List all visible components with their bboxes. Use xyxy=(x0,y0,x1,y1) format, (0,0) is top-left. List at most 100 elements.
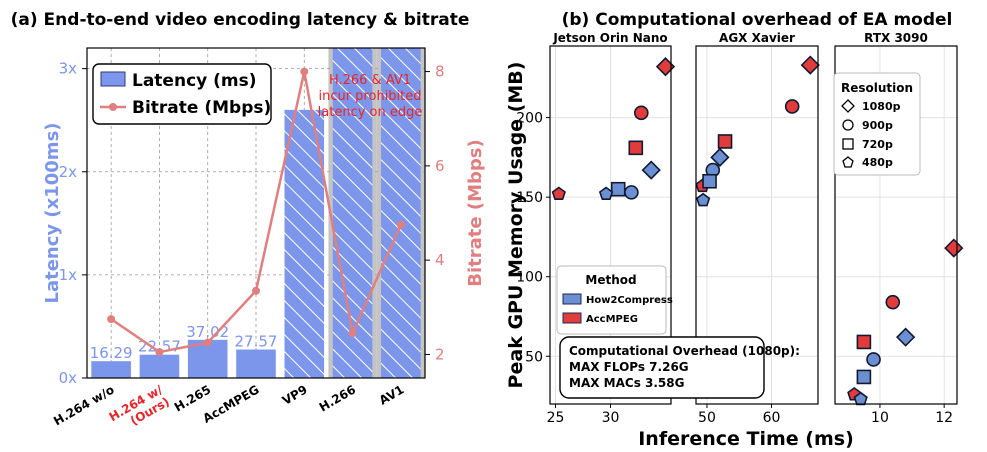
x-tick-label: 12 xyxy=(935,410,953,426)
x-tick-label: 10 xyxy=(871,410,889,426)
latency-bar-hatch xyxy=(332,48,373,378)
panel-a-frame xyxy=(86,47,426,379)
category-label-text: H.264 w/(Ours) xyxy=(107,382,173,436)
x-tick-label: 30 xyxy=(602,410,620,426)
legend-bitrate-marker xyxy=(109,103,117,111)
latency-bar-hatch xyxy=(381,48,421,378)
annotation-line-3: latency on edge xyxy=(318,105,423,120)
bitrate-tick-label: 2 xyxy=(435,345,445,363)
legend-bitrate-label: Bitrate (Mbps) xyxy=(132,98,271,118)
overhead-title: Computational Overhead (1080p): xyxy=(569,344,800,358)
subplot-title: RTX 3090 xyxy=(864,31,928,45)
legend-1080p-label: 1080p xyxy=(862,100,901,113)
panel-b-title: (b) Computational overhead of EA model xyxy=(562,10,953,30)
category-label: H.264 w/o xyxy=(51,382,116,428)
resolution-legend: Resolution 1080p 900p 720p 480p xyxy=(833,72,921,176)
latency-bar-label: 37.02 xyxy=(186,323,229,341)
bitrate-point xyxy=(155,348,164,357)
memory-axis-label: Peak GPU Memory Usage (MB) xyxy=(505,62,527,389)
scatter-point-720p xyxy=(610,181,626,197)
scatter-point-480p xyxy=(695,192,711,207)
scatter-point-900p xyxy=(784,99,800,114)
scatter-point-480p xyxy=(551,186,566,200)
how2compress-label: How2Compress xyxy=(586,295,673,306)
category-label-text: AV1 xyxy=(377,382,407,407)
scatter-point-1080p xyxy=(710,147,730,168)
bitrate-point xyxy=(348,329,357,338)
memory-axis-ticks: 50 100 150 200 xyxy=(516,111,550,365)
memory-tick-label: 150 xyxy=(516,190,543,206)
legend-480p-label: 480p xyxy=(862,156,893,169)
category-label: VP9 xyxy=(280,382,310,407)
category-label-line: H.266 xyxy=(317,382,358,414)
latency-tick-label: 3x xyxy=(59,60,78,78)
subplot: AGX Xavier 50 60 xyxy=(695,31,820,426)
category-label-line: AV1 xyxy=(377,382,407,407)
memory-tick-label: 50 xyxy=(525,349,543,365)
scatter-point-1080p xyxy=(944,238,964,258)
legend-900p-label: 900p xyxy=(862,119,893,132)
legend-900p-marker xyxy=(842,119,854,131)
scatter-point-900p xyxy=(633,105,649,121)
method-legend: Method How2Compress AccMPEG xyxy=(556,265,673,335)
latency-bar xyxy=(139,354,180,378)
scatter-point-720p xyxy=(856,334,872,350)
overhead-macs: MAX MACs 3.58G xyxy=(569,376,684,390)
memory-tick-label: 100 xyxy=(516,270,543,286)
legend-1080p-marker xyxy=(841,99,855,113)
category-label-line: VP9 xyxy=(280,382,310,407)
scatter-point-720p xyxy=(628,140,644,156)
subplot-frame xyxy=(695,45,819,405)
latency-bar-label: 27.57 xyxy=(235,333,278,351)
how2compress-swatch xyxy=(562,293,582,305)
latency-bar-hatch xyxy=(284,109,325,378)
legend-480p-marker xyxy=(842,156,854,168)
memory-tick-label: 200 xyxy=(516,111,543,127)
latency-bar-label: 16.29 xyxy=(90,344,133,362)
scatter-point-720p xyxy=(856,369,872,385)
x-tick-label: 25 xyxy=(547,410,565,426)
panel-a: (a) End-to-end video encoding latency & … xyxy=(11,10,486,436)
legend-latency-label: Latency (ms) xyxy=(132,71,257,91)
category-label: H.266 xyxy=(317,382,358,414)
subplot: Jetson Orin Nano 25 30 xyxy=(547,31,676,426)
scatter-point-900p xyxy=(624,185,639,200)
scatter-point-720p xyxy=(717,134,733,149)
latency-bars xyxy=(91,48,421,378)
latency-tick-label: 0x xyxy=(59,369,78,387)
scatter-point-720p xyxy=(702,173,717,189)
bitrate-line xyxy=(107,67,405,357)
annotation-line-2: incur prohibited xyxy=(318,89,421,104)
category-label-text: H.266 xyxy=(317,382,358,414)
bitrate-tick-label: 8 xyxy=(435,63,445,81)
scatter-point-1080p xyxy=(896,327,916,347)
category-label-text: VP9 xyxy=(280,382,310,407)
bitrate-point xyxy=(252,286,260,295)
bitrate-tick-label: 6 xyxy=(435,157,445,175)
category-label: AV1 xyxy=(377,382,407,407)
latency-bar xyxy=(91,361,131,378)
subplot-title: Jetson Orin Nano xyxy=(552,31,667,45)
latency-bar xyxy=(236,349,276,378)
legend-720p-label: 720p xyxy=(862,138,893,151)
accmpeg-label: AccMPEG xyxy=(586,314,638,325)
latency-axis-ticks: 0x 1x 2x 3x xyxy=(59,60,87,387)
scatter-point-900p xyxy=(885,294,901,310)
subplot-frame xyxy=(834,45,958,405)
overhead-flops: MAX FLOPs 7.26G xyxy=(569,360,689,374)
bitrate-point xyxy=(203,338,212,347)
bitrate-point xyxy=(396,220,405,229)
bitrate-point xyxy=(107,315,116,324)
x-tick-label: 60 xyxy=(763,410,781,426)
resolution-legend-title: Resolution xyxy=(841,81,913,95)
inference-time-axis-label: Inference Time (ms) xyxy=(638,428,854,450)
subplot-title: AGX Xavier xyxy=(719,31,795,45)
category-label: H.264 w/(Ours) xyxy=(107,382,173,436)
method-legend-title: Method xyxy=(585,273,636,287)
prohibited-latency-annotation: H.266 & AV1 incur prohibited latency on … xyxy=(318,73,423,120)
accmpeg-swatch xyxy=(562,312,582,324)
category-label-text: H.264 w/o xyxy=(51,382,116,428)
latency-axis-label: Latency (x100ms) xyxy=(42,122,63,303)
